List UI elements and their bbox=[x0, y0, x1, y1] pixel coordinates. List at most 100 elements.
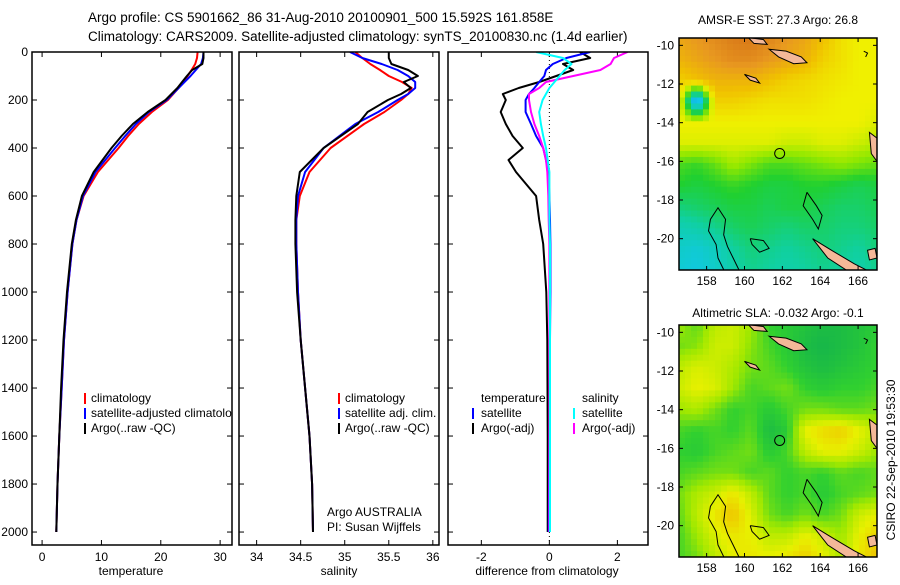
heatmap-cell bbox=[847, 61, 854, 69]
heatmap-cell bbox=[829, 103, 836, 110]
heatmap-cell bbox=[721, 127, 728, 134]
heatmap-cell bbox=[679, 491, 686, 499]
heatmap-cell bbox=[709, 360, 716, 368]
land-polygon bbox=[747, 325, 769, 332]
heatmap-cell bbox=[703, 426, 710, 433]
heatmap-cell bbox=[721, 151, 728, 158]
heatmap-cell bbox=[679, 330, 686, 338]
heatmap-cell bbox=[787, 91, 794, 99]
heatmap-cell bbox=[841, 509, 848, 516]
heatmap-cell bbox=[811, 491, 818, 499]
heatmap-cell bbox=[751, 145, 758, 152]
heatmap-cell bbox=[853, 228, 860, 235]
heatmap-cell bbox=[853, 198, 860, 206]
y-tick-label: 1600 bbox=[1, 429, 28, 443]
heatmap-cell bbox=[703, 438, 710, 445]
heatmap-cell bbox=[739, 264, 746, 270]
heatmap-cell bbox=[739, 420, 746, 427]
heatmap-cell bbox=[811, 240, 818, 247]
heatmap-cell bbox=[751, 139, 758, 146]
heatmap-cell bbox=[685, 509, 692, 516]
heatmap-cell bbox=[763, 408, 770, 415]
legend-label: Argo(..raw -QC) bbox=[91, 421, 176, 435]
heatmap-cell bbox=[751, 234, 758, 241]
heatmap-cell bbox=[769, 264, 776, 270]
heatmap-cell bbox=[679, 378, 686, 386]
heatmap-cell bbox=[757, 234, 764, 241]
heatmap-cell bbox=[745, 479, 752, 487]
heatmap-cell bbox=[703, 204, 710, 212]
heatmap-cell bbox=[835, 109, 842, 116]
heatmap-cell bbox=[739, 366, 746, 374]
heatmap-cell bbox=[769, 485, 776, 493]
heatmap-cell bbox=[769, 61, 776, 69]
heatmap-cell bbox=[859, 414, 866, 421]
heatmap-cell bbox=[727, 180, 734, 188]
heatmap-cell bbox=[775, 97, 782, 105]
heatmap-cell bbox=[841, 85, 848, 93]
heatmap-cell bbox=[715, 443, 722, 451]
heatmap-cell bbox=[697, 378, 704, 386]
heatmap-cell bbox=[769, 366, 776, 374]
heatmap-cell bbox=[781, 204, 788, 212]
heatmap-cell bbox=[697, 467, 704, 475]
heatmap-cell bbox=[859, 330, 866, 338]
heatmap-cell bbox=[817, 461, 824, 469]
heatmap-cell bbox=[721, 420, 728, 427]
heatmap-cell bbox=[679, 497, 686, 505]
heatmap-cell bbox=[685, 515, 692, 522]
heatmap-cell bbox=[823, 97, 830, 105]
heatmap-cell bbox=[805, 162, 812, 170]
heatmap-cell bbox=[805, 426, 812, 433]
heatmap-cell bbox=[781, 432, 788, 439]
profile-title: Argo profile: CS 5901662_86 31-Aug-2010 … bbox=[88, 10, 553, 25]
heatmap-cell bbox=[757, 366, 764, 374]
heatmap-cell bbox=[715, 55, 722, 63]
heatmap-cell bbox=[691, 527, 698, 534]
coastline-contour bbox=[863, 50, 869, 58]
heatmap-cell bbox=[787, 432, 794, 439]
heatmap-cell bbox=[817, 342, 824, 350]
heatmap-cell bbox=[847, 396, 854, 403]
heatmap-cell bbox=[781, 246, 788, 253]
heatmap-cell bbox=[817, 408, 824, 415]
heatmap-cell bbox=[835, 133, 842, 140]
lon-tick-label: 158 bbox=[697, 561, 717, 575]
heatmap-cell bbox=[817, 432, 824, 439]
heatmap-cell bbox=[841, 491, 848, 499]
heatmap-cell bbox=[733, 491, 740, 499]
heatmap-cell bbox=[847, 491, 854, 499]
heatmap-cell bbox=[799, 115, 806, 122]
heatmap-cell bbox=[841, 79, 848, 87]
heatmap-cell bbox=[841, 156, 848, 164]
heatmap-cell bbox=[769, 342, 776, 350]
heatmap-cell bbox=[733, 432, 740, 439]
heatmap-cell bbox=[823, 521, 830, 528]
heatmap-cell bbox=[805, 73, 812, 81]
heatmap-cell bbox=[799, 139, 806, 146]
heatmap-cell bbox=[733, 258, 740, 265]
heatmap-cell bbox=[745, 330, 752, 338]
heatmap-cell bbox=[763, 192, 770, 200]
heatmap-cell bbox=[793, 378, 800, 386]
heatmap-cell bbox=[793, 222, 800, 229]
heatmap-cell bbox=[703, 539, 710, 546]
heatmap-cell bbox=[691, 384, 698, 392]
heatmap-cell bbox=[847, 145, 854, 152]
heatmap-cell bbox=[709, 402, 716, 409]
heatmap-cell bbox=[775, 156, 782, 164]
heatmap-cell bbox=[691, 210, 698, 218]
heatmap-cell bbox=[751, 509, 758, 516]
heatmap-cell bbox=[805, 354, 812, 362]
heatmap-cell bbox=[775, 372, 782, 380]
map-frame bbox=[678, 37, 878, 271]
heatmap-cell bbox=[763, 521, 770, 528]
heatmap-cell bbox=[859, 180, 866, 188]
heatmap-cell bbox=[751, 151, 758, 158]
heatmap-cell bbox=[769, 216, 776, 224]
heatmap-cell bbox=[805, 414, 812, 421]
heatmap-cell bbox=[691, 49, 698, 57]
heatmap-cell bbox=[715, 240, 722, 247]
heatmap-cell bbox=[799, 330, 806, 338]
heatmap-cell bbox=[745, 414, 752, 421]
